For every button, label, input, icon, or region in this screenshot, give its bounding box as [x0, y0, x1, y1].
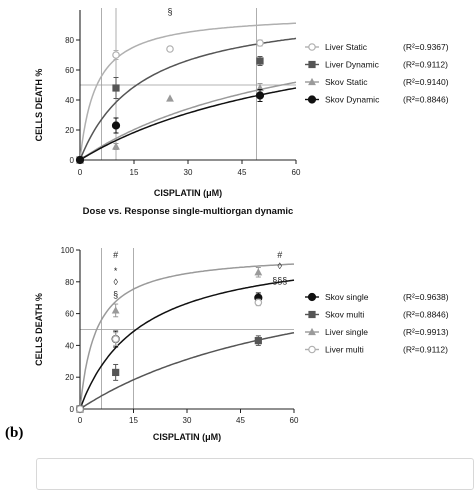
chart-2: Dose vs. Response single-multiorgan dyna… [34, 206, 449, 442]
data-point-skov-dynamic [75, 155, 85, 165]
legend-label: Skov Static [325, 77, 368, 87]
significance-mark: § [167, 7, 172, 17]
significance-mark: ◊ [278, 261, 283, 271]
y-tick-label: 20 [65, 373, 74, 382]
y-tick-label: 60 [65, 66, 74, 75]
x-tick-label: 15 [130, 168, 139, 177]
y-tick-label: 0 [70, 156, 75, 165]
legend-r2: (R²=0.9140) [403, 77, 449, 87]
legend-r2: (R²=0.8846) [403, 310, 449, 320]
x-tick-label: 45 [238, 168, 247, 177]
caption-frame [36, 458, 474, 490]
data-point-liver-dynamic [256, 57, 264, 65]
data-point-skov-dynamic [111, 121, 121, 130]
significance-mark: # [277, 250, 282, 260]
significance-mark: * [114, 266, 118, 276]
legend-label: Liver multi [325, 345, 364, 355]
data-point-liver-multi [111, 335, 120, 343]
x-tick-label: 60 [292, 168, 301, 177]
data-point-skov-static [112, 142, 120, 150]
data-point-liver-static [166, 45, 174, 53]
legend-marker [308, 43, 316, 51]
legend-marker [307, 95, 317, 104]
legend-marker [308, 77, 316, 86]
y-tick-label: 0 [70, 405, 75, 414]
data-point-liver-static [256, 39, 264, 47]
figure: 0 15 30 45 60 0 20 40 60 80 CISPLATIN (μM) CELLS DE… [5, 7, 449, 443]
legend-label: Skov Dynamic [325, 95, 380, 105]
fit-curve-liver-single [80, 263, 294, 409]
legend-marker [308, 345, 316, 354]
y-tick-label: 80 [65, 278, 74, 287]
data-point-liver-multi [76, 405, 84, 413]
legend-marker [308, 327, 316, 336]
legend-label: Liver Static [325, 42, 368, 52]
chart-1: 0 15 30 45 60 0 20 40 60 80 CISPLATIN (μM) CELLS DE… [34, 7, 449, 199]
y-tick-label: 20 [65, 126, 74, 135]
legend-label: Skov multi [325, 310, 364, 320]
data-point-skov-dynamic [255, 91, 265, 100]
fit-curve-skov-single [80, 279, 295, 409]
significance-mark: § [113, 290, 118, 300]
panel-label: (b) [5, 425, 23, 441]
legend-label: Skov single [325, 292, 369, 302]
data-point-liver-static [112, 51, 120, 59]
data-point-skov-multi [112, 368, 120, 377]
data-point-skov-static [166, 94, 174, 102]
x-axis-label: CISPLATIN (μM) [154, 188, 222, 198]
x-tick-label: 60 [290, 416, 299, 425]
legend-r2: (R²=0.9638) [403, 292, 449, 302]
legend-marker [308, 310, 316, 319]
data-point-liver-multi [254, 298, 263, 307]
legend-label: Liver single [325, 327, 368, 337]
significance-mark: ◊ [113, 277, 118, 287]
legend-r2: (R²=0.9367) [403, 42, 449, 52]
y-tick-label: 40 [65, 341, 74, 350]
y-tick-label: 40 [65, 96, 74, 105]
x-tick-label: 0 [78, 168, 83, 177]
data-point-liver-dynamic [112, 84, 120, 92]
x-axis-label: CISPLATIN (μM) [153, 432, 221, 442]
legend-marker [308, 60, 316, 69]
y-axis-label: CELLS DEATH % [34, 69, 44, 142]
legend-r2: (R²=0.9112) [403, 345, 448, 355]
chart-title: Dose vs. Response single-multiorgan dyna… [83, 206, 294, 217]
legend-r2: (R²=0.9112) [403, 60, 448, 70]
y-tick-label: 60 [65, 310, 74, 319]
significance-mark: # [113, 250, 118, 260]
y-axis-label: CELLS DEATH % [34, 293, 44, 366]
x-tick-label: 0 [78, 416, 83, 425]
significance-mark: §§§ [272, 275, 287, 285]
x-tick-label: 30 [183, 416, 192, 425]
x-tick-label: 30 [184, 168, 193, 177]
legend-marker [307, 292, 317, 302]
x-tick-label: 45 [236, 416, 245, 425]
x-tick-label: 15 [129, 416, 138, 425]
data-point-skov-multi [254, 337, 262, 345]
legend-r2: (R²=0.8846) [403, 95, 449, 105]
legend-label: Liver Dynamic [325, 60, 380, 70]
legend-r2: (R²=0.9913) [403, 327, 449, 337]
data-point-liver-single [111, 306, 120, 314]
y-tick-label: 80 [65, 36, 74, 45]
y-tick-label: 100 [61, 246, 75, 255]
data-point-liver-single [254, 268, 263, 276]
